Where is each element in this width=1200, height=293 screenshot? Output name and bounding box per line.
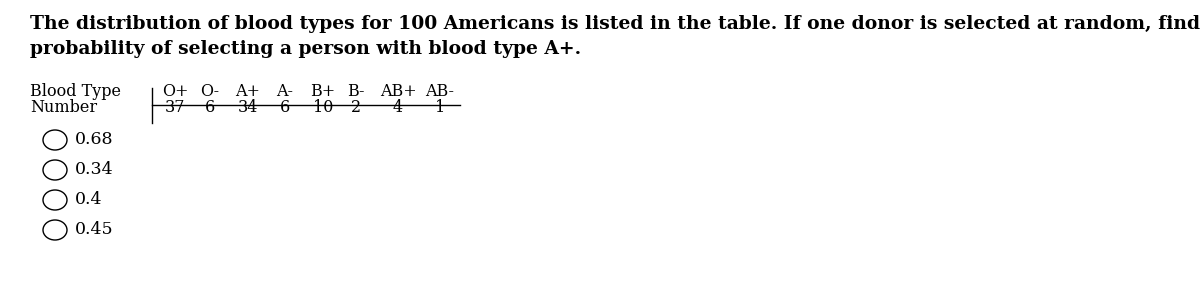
Text: O+: O+ (162, 83, 188, 100)
Text: 34: 34 (238, 100, 258, 117)
Text: 6: 6 (280, 100, 290, 117)
Text: 10: 10 (313, 100, 334, 117)
Text: AB-: AB- (426, 83, 455, 100)
Text: B-: B- (347, 83, 365, 100)
Text: The distribution of blood types for 100 Americans is listed in the table. If one: The distribution of blood types for 100 … (30, 15, 1200, 33)
Text: 6: 6 (205, 100, 215, 117)
Text: B+: B+ (311, 83, 336, 100)
Text: A+: A+ (235, 83, 260, 100)
Text: Number: Number (30, 100, 97, 117)
Text: 0.68: 0.68 (74, 132, 114, 149)
Text: A-: A- (276, 83, 294, 100)
Text: Blood Type: Blood Type (30, 83, 121, 100)
Text: O-: O- (200, 83, 220, 100)
Text: 4: 4 (392, 100, 403, 117)
Text: 0.34: 0.34 (74, 161, 114, 178)
Text: 0.4: 0.4 (74, 192, 102, 209)
Text: 37: 37 (164, 100, 185, 117)
Text: 2: 2 (350, 100, 361, 117)
Text: 0.45: 0.45 (74, 222, 114, 239)
Text: AB+: AB+ (379, 83, 416, 100)
Text: 1: 1 (434, 100, 445, 117)
Text: probability of selecting a person with blood type A+.: probability of selecting a person with b… (30, 40, 581, 58)
